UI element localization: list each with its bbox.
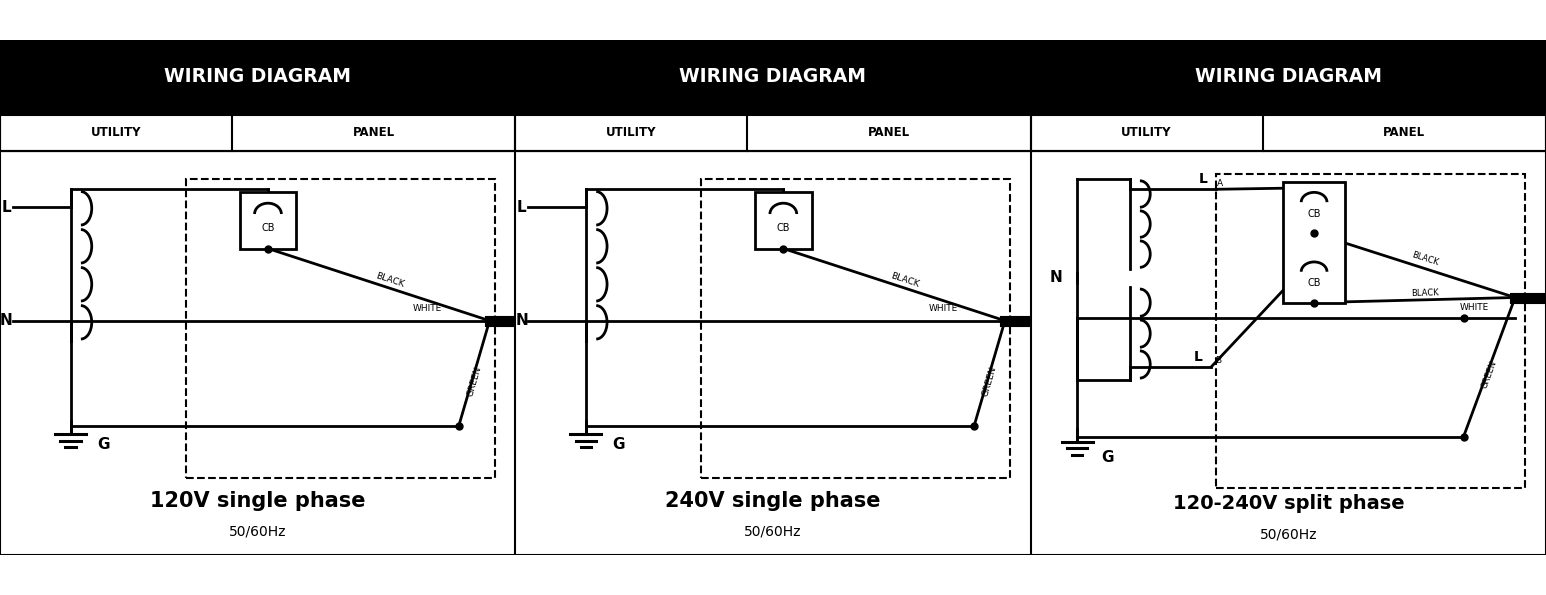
Text: PANEL: PANEL <box>352 126 394 139</box>
Bar <box>1217 174 1526 488</box>
Text: GREEN: GREEN <box>980 365 999 397</box>
Text: L: L <box>1198 172 1207 186</box>
Text: L: L <box>1194 350 1203 364</box>
Text: 50/60Hz: 50/60Hz <box>1260 528 1317 541</box>
Bar <box>515 40 1031 151</box>
Text: G: G <box>612 437 625 452</box>
Bar <box>0 115 515 151</box>
Text: G: G <box>97 437 110 452</box>
Text: N: N <box>0 313 12 328</box>
Text: WIRING DIAGRAM: WIRING DIAGRAM <box>680 67 866 86</box>
Text: N: N <box>515 313 527 328</box>
Bar <box>1283 181 1345 303</box>
Text: GREEN: GREEN <box>1480 359 1498 390</box>
Text: L: L <box>516 200 526 215</box>
Text: B: B <box>1215 356 1221 365</box>
Text: L: L <box>2 200 11 215</box>
Text: BLACK: BLACK <box>890 272 920 289</box>
Text: G: G <box>1102 450 1115 465</box>
Text: N: N <box>1050 270 1062 286</box>
Text: UTILITY: UTILITY <box>1121 126 1172 139</box>
Text: UTILITY: UTILITY <box>91 126 141 139</box>
Text: CB: CB <box>776 223 790 233</box>
Bar <box>515 115 1031 151</box>
Bar <box>1031 40 1546 115</box>
Text: 120-240V split phase: 120-240V split phase <box>1172 494 1404 513</box>
Text: 50/60Hz: 50/60Hz <box>229 525 286 539</box>
Bar <box>1031 40 1546 151</box>
Text: CB: CB <box>1308 208 1320 218</box>
Text: A: A <box>1217 178 1223 187</box>
Bar <box>1031 151 1546 555</box>
Text: 120V single phase: 120V single phase <box>150 491 365 511</box>
Text: WHITE: WHITE <box>929 304 957 313</box>
Text: WHITE: WHITE <box>1459 303 1489 312</box>
Text: 50/60Hz: 50/60Hz <box>744 525 802 539</box>
Text: BLACK: BLACK <box>374 272 405 289</box>
Bar <box>515 151 1031 555</box>
Bar <box>515 40 1031 115</box>
Text: CB: CB <box>261 223 275 233</box>
Text: 240V single phase: 240V single phase <box>665 491 881 511</box>
Bar <box>0 40 515 151</box>
Text: BLACK: BLACK <box>1410 250 1439 268</box>
Text: UTILITY: UTILITY <box>606 126 657 139</box>
Bar <box>754 192 812 249</box>
Text: PANEL: PANEL <box>1384 126 1425 139</box>
Text: BLACK: BLACK <box>1410 289 1439 299</box>
Text: WIRING DIAGRAM: WIRING DIAGRAM <box>1195 67 1382 86</box>
Bar <box>700 179 1010 478</box>
Text: WIRING DIAGRAM: WIRING DIAGRAM <box>164 67 351 86</box>
Text: CB: CB <box>1308 278 1320 288</box>
Bar <box>240 192 297 249</box>
Text: PANEL: PANEL <box>867 126 911 139</box>
Bar <box>186 179 495 478</box>
Bar <box>0 151 515 555</box>
Text: GREEN: GREEN <box>465 365 482 397</box>
Text: WHITE: WHITE <box>413 304 442 313</box>
Bar <box>1031 115 1546 151</box>
Bar <box>0 40 515 115</box>
